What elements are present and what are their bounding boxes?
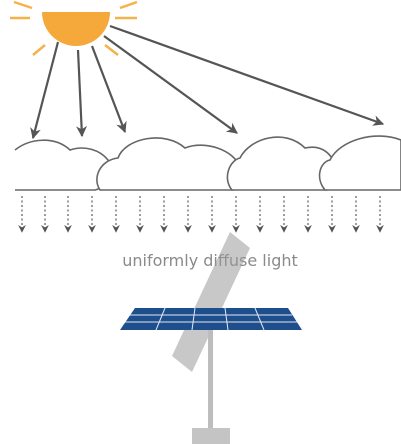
clouds bbox=[15, 136, 401, 190]
pole bbox=[208, 328, 213, 428]
solar-panel bbox=[120, 308, 302, 330]
sun bbox=[42, 12, 110, 46]
diffuse-arrows bbox=[22, 196, 380, 232]
caption: uniformly diffuse light bbox=[122, 251, 298, 270]
diagram: uniformly diffuse light bbox=[0, 0, 401, 444]
base bbox=[192, 428, 230, 444]
